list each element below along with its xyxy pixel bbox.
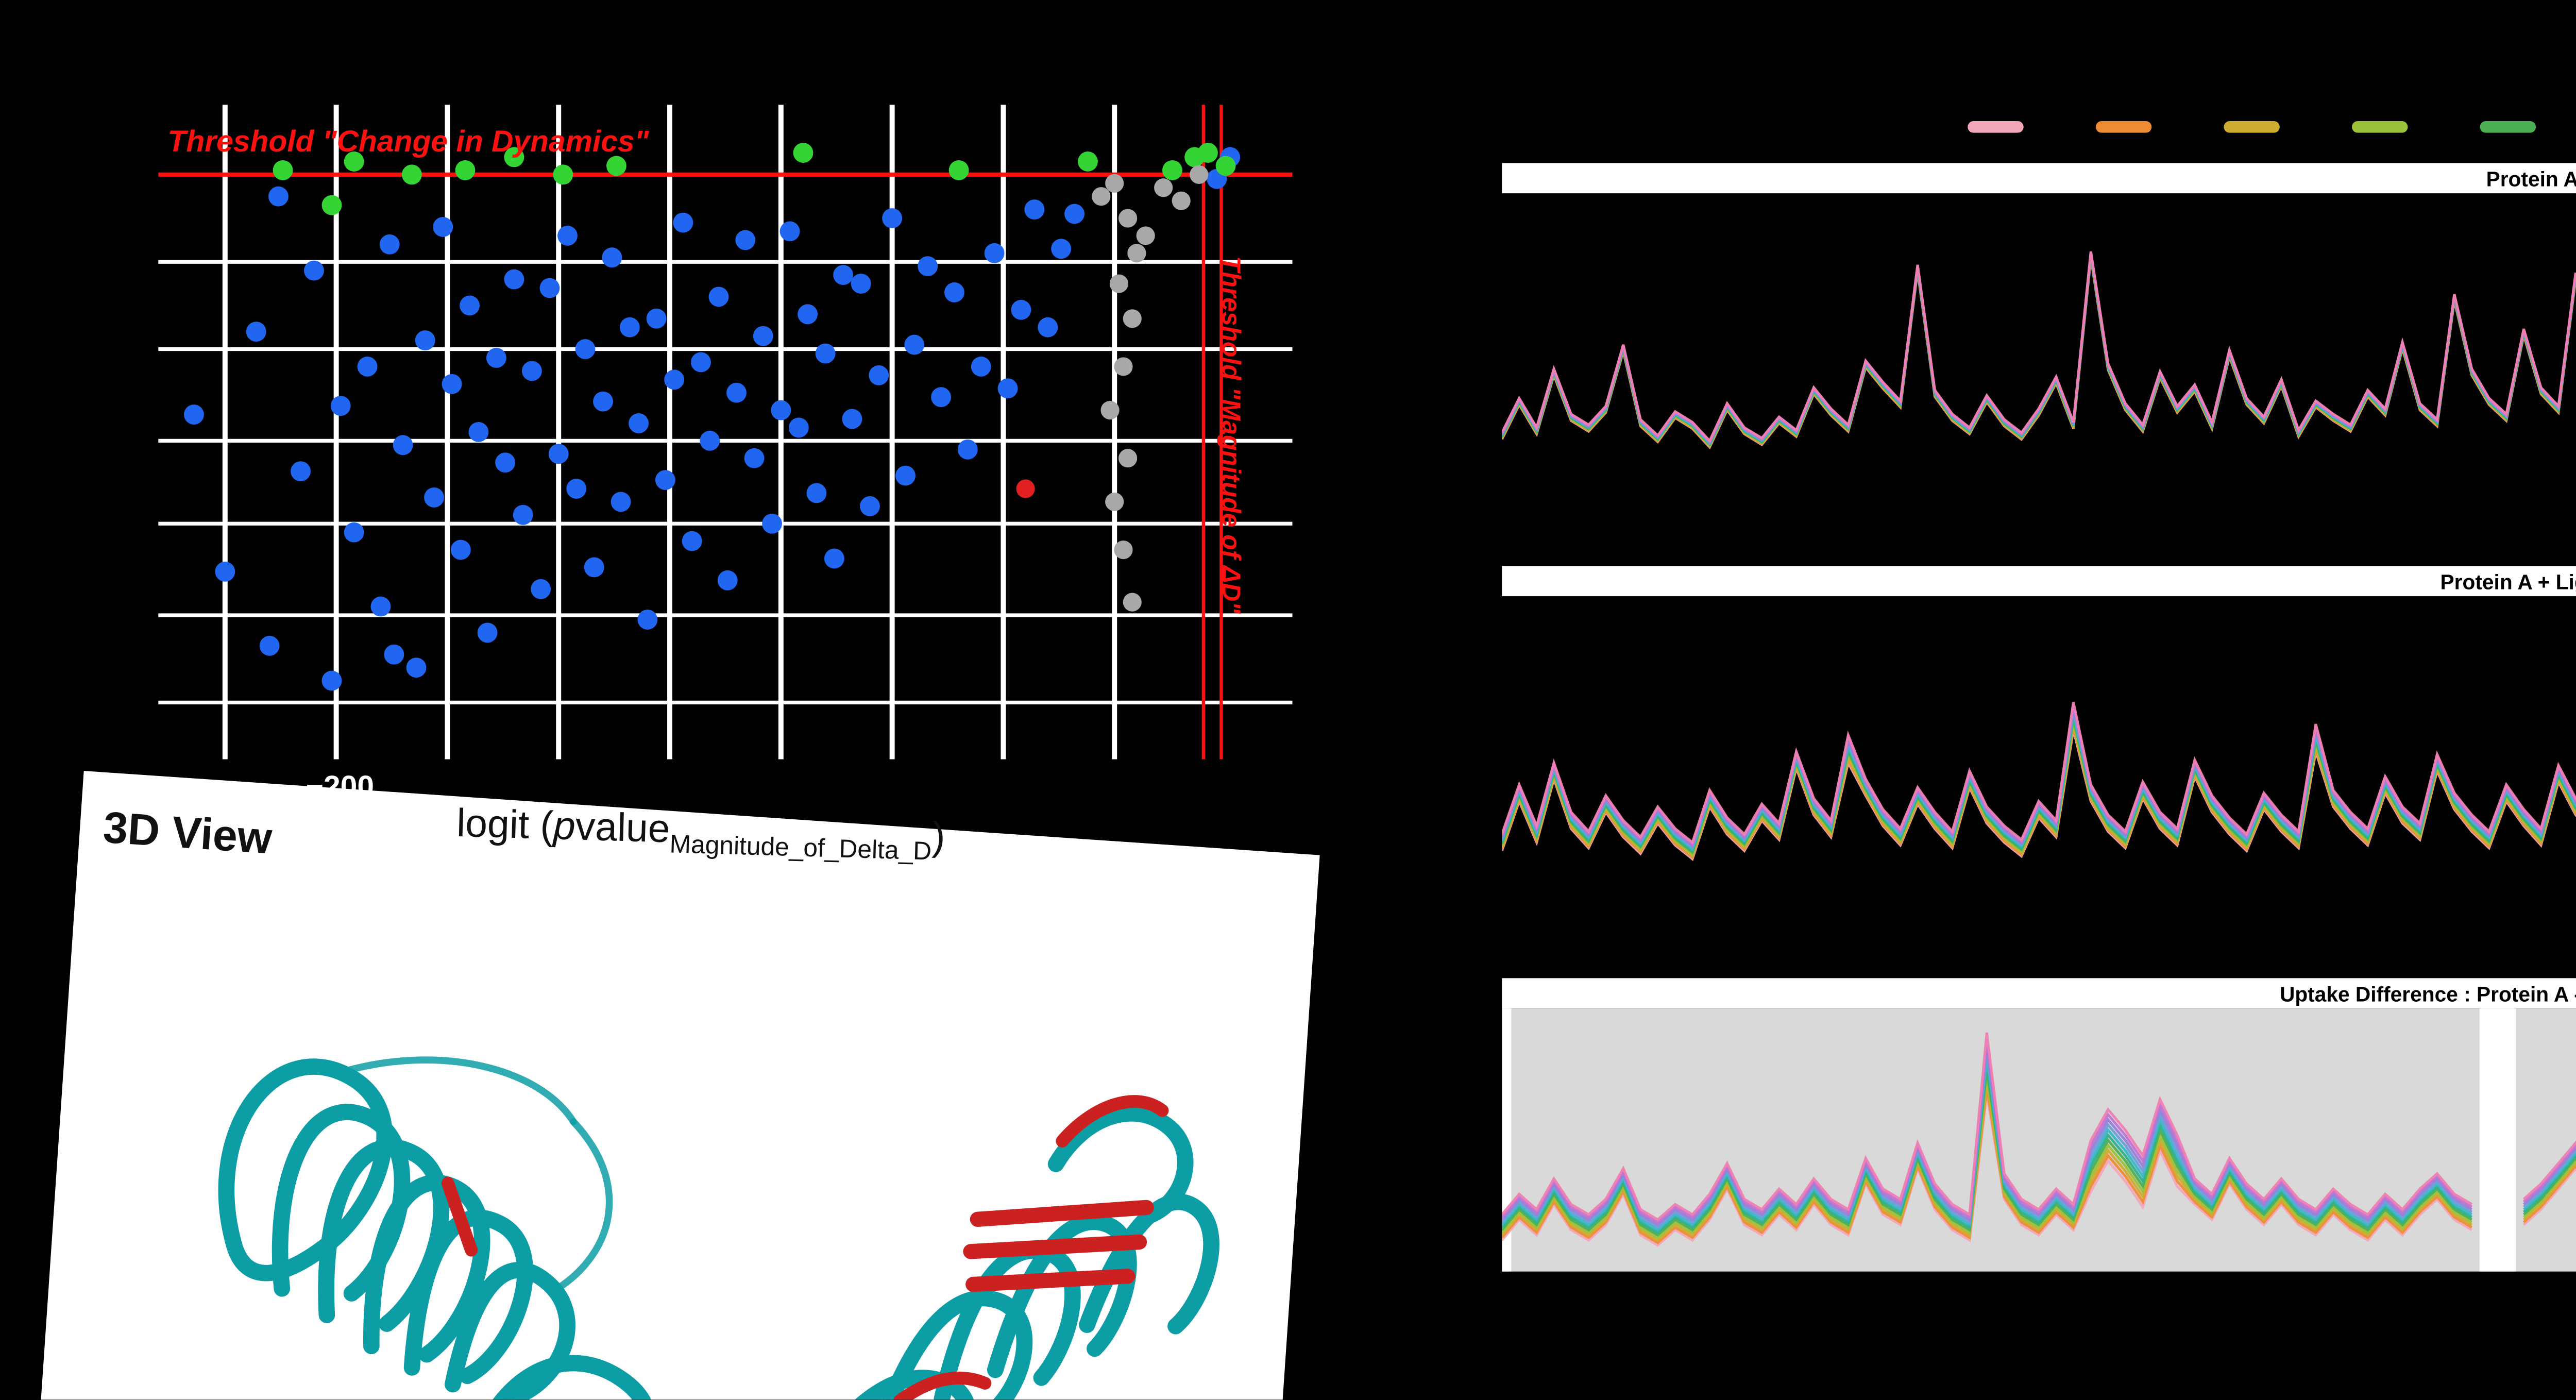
x-axis-title-pre: logit ( <box>456 801 554 849</box>
uptake-chart-protein-a-ligand[interactable] <box>1502 596 2576 955</box>
protein-ribbon-structure[interactable] <box>35 883 1312 1400</box>
uptake-difference-chart[interactable] <box>1502 1008 2576 1272</box>
uptake-chart-protein-a[interactable] <box>1502 193 2576 547</box>
volcano-gridlines <box>158 105 1293 760</box>
legend-swatch[interactable] <box>2480 121 2536 132</box>
ribbon-red-strands <box>441 1095 1169 1400</box>
x-axis-tick-label: −200 <box>306 768 375 804</box>
x-axis-title-post: ) <box>931 814 946 859</box>
chart-title-bar-uptake-difference: Uptake Difference : Protein A - (Protein… <box>1502 978 2576 1009</box>
x-axis-title-mid: value <box>574 804 671 852</box>
chart-title-bar-protein-a: Protein A <box>1502 163 2576 194</box>
ribbon-teal-strands <box>218 1056 1219 1400</box>
chart-title-bar-protein-a-ligand: Protein A + Ligand <box>1502 566 2576 597</box>
chart-title-uptake-difference: Uptake Difference : Protein A - (Protein… <box>2279 982 2576 1005</box>
legend-swatch[interactable] <box>2351 121 2408 132</box>
threshold-magnitude-label: Threshold "Magnitude of ΔD" <box>1215 256 1244 614</box>
legend-swatch[interactable] <box>1968 121 2024 132</box>
chart-title-protein-a-ligand: Protein A + Ligand <box>2440 569 2576 593</box>
chart-series-lines[interactable] <box>1502 251 2576 492</box>
volcano-threshold-lines <box>158 105 1293 760</box>
chart-series-lines[interactable] <box>1502 614 2576 870</box>
volcano-plot-panel <box>158 105 1293 760</box>
legend-swatch[interactable] <box>2224 121 2280 132</box>
legend-swatch[interactable] <box>2095 121 2152 132</box>
x-axis-title-p: p <box>552 804 577 849</box>
volcano-plot[interactable] <box>158 105 1293 760</box>
volcano-points[interactable] <box>183 143 1241 691</box>
threshold-change-dynamics-label: Threshold "Change in Dynamics" <box>167 123 649 159</box>
chart-series-lines[interactable] <box>1502 1032 2576 1247</box>
chart-title-protein-a: Protein A <box>2486 166 2576 190</box>
legend <box>1968 121 2576 132</box>
structure-3d-card[interactable]: 3D View <box>30 771 1320 1400</box>
